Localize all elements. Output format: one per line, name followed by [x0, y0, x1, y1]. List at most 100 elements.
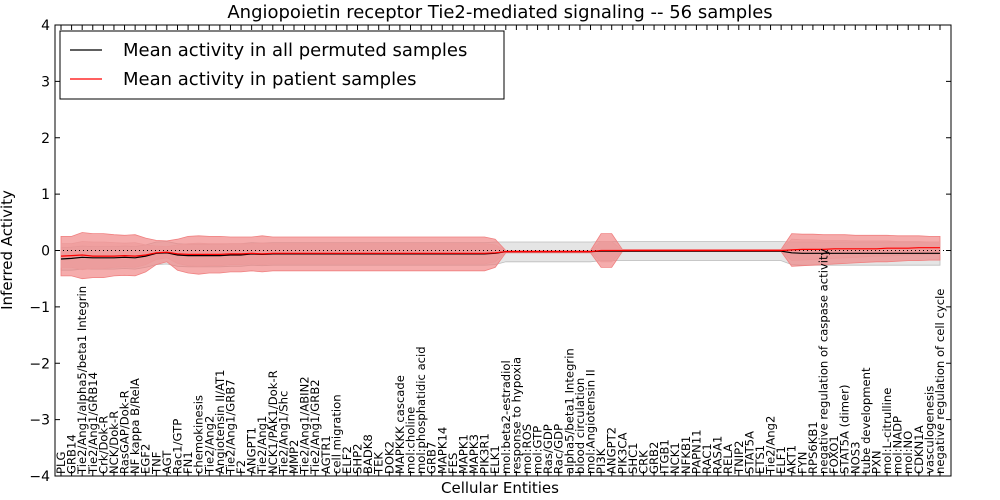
x-tick-label: PAPN11	[689, 429, 703, 474]
y-tick-label: 3	[41, 74, 50, 90]
x-tick-label: mol:L-citrulline	[880, 388, 894, 474]
y-tick-label: 4	[41, 18, 50, 34]
y-tick-label: −3	[29, 413, 50, 429]
y-tick-label: 1	[41, 187, 50, 203]
x-tick-label: ANGPT1	[245, 427, 259, 474]
y-axis: −4 −3 −2 −1 0 1 2 3 4	[29, 18, 951, 485]
x-tick-label: mol:phosphatidic acid	[414, 346, 428, 474]
chart-title: Angiopoietin receptor Tie2-mediated sign…	[227, 2, 772, 23]
x-tick-label: chemokinesis	[192, 395, 206, 474]
x-tick-label: negative regulation of cell cycle	[933, 289, 947, 474]
x-tick-label: NF kappa B/RelA	[128, 378, 142, 474]
x-tick-label: mol:GTP	[531, 426, 545, 474]
x-tick-label: ITGB1	[658, 439, 672, 474]
x-tick-label: TNF	[149, 452, 163, 475]
x-tick-label: NOS3	[848, 441, 862, 474]
x-tick-label: GRB7	[425, 442, 439, 474]
x-tick-label: Tie2/Ang1/GRB14	[86, 372, 100, 475]
x-tick-label: Tie2/Ang1/GRB7	[223, 379, 237, 475]
x-tick-label: NCK1/PAK1/Dok-R	[266, 370, 280, 474]
x-tick-label: FES	[446, 453, 460, 474]
x-tick-label: MAPK14	[435, 427, 449, 474]
x-tick-label: mol:ROS	[520, 424, 534, 474]
x-tick-label: mol:NADP	[891, 416, 905, 474]
x-tick-label: Rac/GDP	[552, 424, 566, 474]
y-tick-label: 0	[41, 244, 50, 260]
x-tick-label: Tie2/Ang1/alpha5/beta1 Integrin	[75, 286, 89, 475]
x-tick-label: RASA1	[711, 436, 725, 474]
x-tick-label: GRB2	[647, 442, 661, 474]
y-tick-label: 2	[41, 131, 50, 147]
legend-label-permuted: Mean activity in all permuted samples	[123, 40, 467, 61]
x-tick-label: Tie2/Ang1/GRB2	[308, 379, 322, 475]
x-tick-label: PI3K	[594, 448, 608, 474]
x-tick-label: blood circulation	[573, 378, 587, 474]
x-tick-label: FN1	[181, 451, 195, 474]
x-tick-label: Ras/GDP	[541, 424, 555, 474]
x-tick-label: PIK3R1	[478, 433, 492, 474]
x-tick-label: Crk/Dok-R	[96, 416, 110, 474]
x-tick-label: STAT5A	[742, 431, 756, 474]
x-tick-label: SHP2	[351, 444, 365, 474]
x-tick-label: GRB14	[65, 434, 79, 474]
x-tick-label: vasculogenesis	[922, 386, 936, 474]
x-tick-label: PLG	[54, 452, 68, 474]
x-tick-label: AKT1	[785, 445, 799, 474]
x-tick-label: FYN	[795, 452, 809, 474]
x-tick-label: FOXO1	[827, 435, 841, 474]
x-tick-label: NCK/Dok-R	[107, 411, 121, 474]
x-tick-label: PIK3CA	[615, 433, 629, 474]
x-tick-label: F2	[234, 460, 248, 474]
y-axis-title: Inferred Activity	[0, 190, 16, 310]
x-tick-label: RELA	[721, 444, 735, 474]
band-2	[60, 238, 941, 271]
x-tick-label: ELF2	[340, 446, 354, 474]
x-tick-label: RasGAP/Dok-R	[118, 390, 132, 474]
x-tick-label: response to hypoxia	[509, 357, 523, 474]
x-tick-label: CDKN1A	[912, 425, 926, 474]
x-tick-label: negative regulation of caspase activity	[817, 248, 831, 474]
x-tick-label: NCK1	[668, 442, 682, 474]
x-tick-label: ELK1	[488, 445, 502, 474]
series-lines	[60, 247, 940, 260]
x-tick-label: NFKB1	[679, 436, 693, 474]
x-tick-label: RAC1	[700, 443, 714, 474]
x-tick-label: PXN	[870, 450, 884, 474]
x-tick-label: STAT5A (dimer)	[838, 385, 852, 474]
x-tick-label: Tie2/Ang1/ABIN2	[298, 376, 312, 475]
x-tick-label: TNIP2	[732, 440, 746, 475]
legend-box	[59, 30, 505, 100]
series-line-1	[60, 247, 940, 257]
x-tick-label: EGF2	[139, 444, 153, 474]
x-tick-label: ANGPT2	[605, 427, 619, 474]
x-tick-label: BADK8	[361, 434, 375, 474]
x-tick-label: mol:NO	[901, 431, 915, 474]
y-tick-label: −1	[29, 300, 50, 316]
x-tick-label: mol:choline	[404, 407, 418, 474]
x-tick-label: mol:beta2-estradiol	[499, 360, 513, 474]
x-axis-title: Cellular Entities	[441, 479, 559, 497]
x-tick-label: ETS1	[753, 445, 767, 474]
x-tick-label: Angiotensin II/AT1	[213, 369, 227, 474]
x-tick-label: mol:Angiotensin II	[584, 369, 598, 474]
x-tick-label: alpha5/beta1 Integrin	[562, 348, 576, 474]
x-tick-label: cell migration	[329, 394, 343, 474]
legend-label-patient: Mean activity in patient samples	[123, 69, 417, 90]
x-tick-label: Tie2/Ang1/Shc	[276, 391, 290, 475]
x-tick-label: MAPK3	[467, 434, 481, 474]
y-tick-label: −4	[29, 469, 50, 485]
x-tick-label: Tie2/Ang2	[764, 416, 778, 475]
y-tick-label: −2	[29, 356, 50, 372]
error-bands	[60, 232, 941, 280]
x-tick-label: MAPK1	[456, 434, 470, 474]
x-tick-label: DOK2	[382, 441, 396, 474]
x-tick-label: AGT	[160, 450, 174, 474]
x-tick-label: Tie2/Ang2	[202, 416, 216, 475]
x-tick-label: TEK	[372, 452, 386, 475]
x-tick-label: Rac1/GTP	[171, 419, 185, 474]
legend: Mean activity in all permuted samples Me…	[59, 30, 505, 100]
x-tick-label: RPS6KB1	[806, 421, 820, 474]
x-tick-label: MAPKKK cascade	[393, 375, 407, 474]
